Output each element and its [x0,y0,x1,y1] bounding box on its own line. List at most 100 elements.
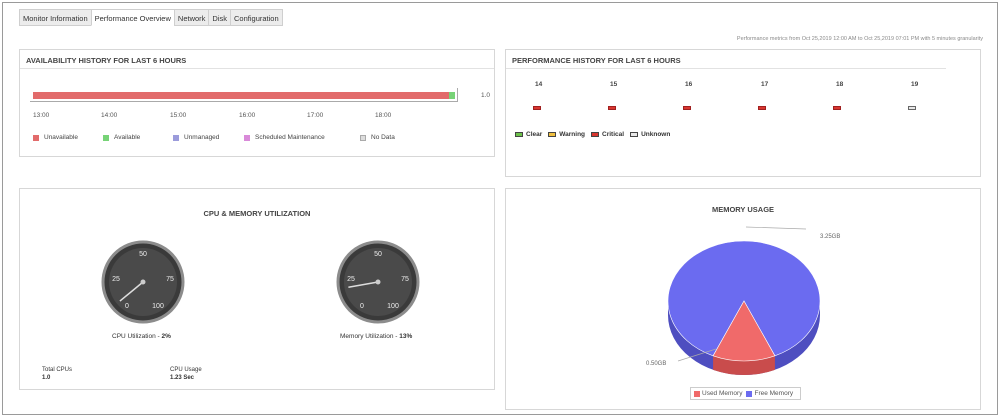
no-data-swatch [360,134,366,141]
cpu-utilization-label: CPU Utilization - [112,333,162,340]
memory-utilization-value: 13% [399,333,413,340]
free-memory-value: 3.25GB [820,234,841,240]
used-memory-swatch [694,390,700,397]
status-critical-marker[interactable] [758,106,766,110]
legend-free-memory[interactable]: Free Memory [746,390,793,397]
unavailable-swatch [33,134,39,141]
cpu-memory-panel: CPU & MEMORY UTILIZATION 50 25 75 0 100 … [19,188,495,390]
memory-utilization-label: Memory Utilization - [340,333,400,340]
gauge-tick-label: 50 [139,251,147,258]
legend-label: Free Memory [754,390,794,397]
cpu-utilization-value: 2% [161,333,171,340]
total-cpus-value: 1.0 [42,375,51,381]
pie-slice-free-memory[interactable] [667,240,821,357]
legend-no-data: No Data [360,134,395,141]
time-label: 18:00 [375,112,392,119]
critical-swatch [591,132,600,137]
gauge-tick-label: 100 [152,303,164,310]
performance-panel: PERFORMANCE HISTORY FOR LAST 6 HOURS 14 … [505,49,981,177]
availability-value-label: 1.0 [481,92,491,99]
gauge-tick-label: 25 [112,276,120,283]
tab-monitor-information[interactable]: Monitor Information [19,9,92,26]
cpu-usage-value: 1.23 Sec [170,375,195,381]
gauge-tick-label: 0 [125,303,129,310]
used-leader-line [677,348,717,362]
time-label: 16:00 [239,112,256,119]
gauge-hub [140,279,146,285]
legend-unknown: Unknown [630,131,670,138]
available-swatch [103,134,109,141]
gauge-tick-label: 75 [166,276,174,283]
hour-label: 14 [535,81,543,88]
cpu-gauge: 50 25 75 0 100 [101,240,185,324]
hour-label: 17 [761,81,769,88]
clear-swatch [515,132,523,137]
free-memory-swatch [746,390,753,397]
legend-available: Available [103,134,173,141]
time-label: 17:00 [307,112,324,119]
availability-bar[interactable] [33,92,455,99]
gauge-tick-label: 75 [401,276,409,283]
cpu-usage-label: CPU Usage [170,367,202,373]
divider [506,68,946,69]
gauge-needle [119,281,144,302]
legend-label: Warning [559,131,586,138]
hour-label: 19 [911,81,919,88]
used-memory-value: 0.50GB [646,361,667,367]
availability-axis [30,88,458,102]
cpu-memory-title: CPU & MEMORY UTILIZATION [203,209,311,218]
memory-utilization-caption: Memory Utilization - 13% [340,333,412,340]
gauge-tick-label: 100 [387,303,399,310]
legend-used-memory[interactable]: Used Memory [694,390,742,397]
tab-network[interactable]: Network [173,9,210,26]
legend-label: No Data [371,134,395,141]
legend-label: Scheduled Maintenance [255,134,325,141]
legend-critical: Critical [591,131,624,138]
memory-gauge: 50 25 75 0 100 [336,240,420,324]
tab-bar: Monitor Information Performance Overview… [19,9,283,26]
memory-legend: Used Memory Free Memory [690,387,802,400]
pie-slice-used-side [713,355,775,375]
availability-panel: AVAILABILITY HISTORY FOR LAST 6 HOURS 1.… [19,49,495,157]
time-label: 13:00 [33,112,50,119]
unknown-swatch [630,132,639,137]
legend-scheduled-maintenance: Scheduled Maintenance [244,134,360,141]
status-critical-marker[interactable] [533,106,541,110]
gauge-tick-label: 25 [347,276,355,283]
availability-available-segment[interactable] [449,92,455,99]
tab-performance-overview[interactable]: Performance Overview [90,9,175,26]
performance-title: PERFORMANCE HISTORY FOR LAST 6 HOURS [512,56,681,65]
legend-label: Critical [602,131,625,138]
time-label: 15:00 [170,112,187,119]
divider [20,68,494,69]
status-unknown-marker[interactable] [908,106,916,110]
hour-label: 16 [685,81,693,88]
cpu-usage-stat: CPU Usage 1.23 Sec [170,367,202,381]
unmanaged-swatch [173,134,179,141]
legend-warning: Warning [548,131,585,138]
tab-disk[interactable]: Disk [208,9,232,26]
status-critical-marker[interactable] [683,106,691,110]
pie-side [668,301,820,375]
cpu-utilization-caption: CPU Utilization - 2% [112,333,171,340]
legend-label: Clear [526,131,543,138]
status-critical-marker[interactable] [833,106,841,110]
pie-slice-used-memory[interactable] [712,300,776,362]
total-cpus-label: Total CPUs [42,367,73,373]
tab-configuration[interactable]: Configuration [230,9,283,26]
memory-usage-panel: MEMORY USAGE 3.25GB 0.50GB Used Memory F… [505,188,981,410]
legend-label: Used Memory [702,390,743,397]
status-critical-marker[interactable] [608,106,616,110]
legend-label: Unmanaged [184,134,220,141]
availability-legend: Unavailable Available Unmanaged Schedule… [33,134,395,141]
hour-label: 18 [836,81,844,88]
hour-label: 15 [610,81,618,88]
availability-title: AVAILABILITY HISTORY FOR LAST 6 HOURS [26,56,187,65]
memory-pie-chart [667,226,821,375]
legend-unmanaged: Unmanaged [173,134,244,141]
performance-legend: Clear Warning Critical Unknown [515,131,676,138]
time-label: 14:00 [101,112,118,119]
legend-label: Available [114,134,141,141]
gauge-hub [375,279,381,285]
